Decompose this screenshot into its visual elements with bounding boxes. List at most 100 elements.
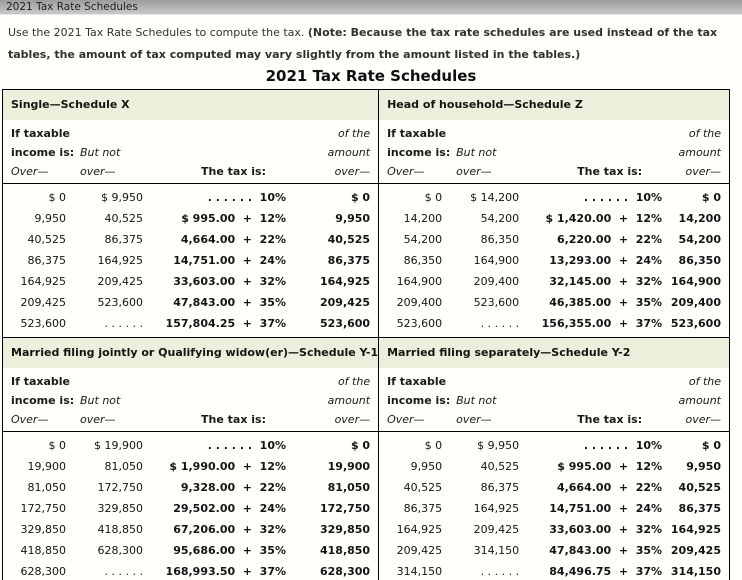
cell-tax-is: . . . . . . 10% [583, 191, 663, 204]
intro-note: (Note: Because the tax rate schedules ar… [8, 26, 718, 61]
cell-but-not-over: 164,925 [473, 502, 520, 515]
tax-bracket-row: $ 0 $ 9,950 . . . . . . 10% $ 0 [379, 435, 729, 456]
header-but-not: But not [456, 394, 497, 407]
tax-bracket-row: 9,950 40,525 $ 995.00 + 12% 9,950 [3, 208, 378, 229]
intro-paragraph: Use the 2021 Tax Rate Schedules to compu… [8, 22, 732, 66]
page-title: 2021 Tax Rate Schedules [265, 67, 477, 85]
header-divider [379, 183, 729, 184]
cell-over: 81,050 [27, 481, 67, 494]
cell-tax-is: . . . . . . 10% [207, 439, 286, 452]
header-over: over— [80, 413, 116, 426]
cell-of-amount-over: 9,950 [686, 460, 721, 473]
tax-bracket-row: 523,600 . . . . . . 156,355.00 + 37% 523,60… [379, 313, 729, 334]
window-title: 2021 Tax Rate Schedules [6, 1, 138, 13]
header-over: over— [80, 165, 116, 178]
header-over: Over— [387, 413, 425, 426]
cell-tax-is: 168,993.50 + 37% [165, 565, 286, 578]
cell-of-amount-over: 40,525 [327, 233, 371, 246]
header-income-is: income is: [387, 394, 451, 407]
tax-bracket-row: 523,600 . . . . . . 157,804.25 + 37% 523,60… [3, 313, 378, 334]
tax-bracket-row: 164,900 209,400 32,145.00 + 32% 164,900 [379, 271, 729, 292]
cell-tax-is: . . . . . . 10% [583, 439, 663, 452]
tax-bracket-row: 329,850 418,850 67,206.00 + 32% 329,850 [3, 519, 378, 540]
schedule-pane-mfs-y2: Married filing separately—Schedule Y-2 I… [379, 338, 729, 580]
header-income-is: income is: [11, 394, 75, 407]
cell-tax-is: 47,843.00 + 35% [173, 296, 286, 309]
cell-but-not-over: 314,150 [473, 544, 520, 557]
schedule-pane-hoh-z: Head of household—Schedule Z If taxable … [379, 90, 729, 338]
header-divider [3, 431, 379, 432]
column-headers: If taxable of the income is: But not amo… [379, 368, 729, 429]
cell-but-not-over: 86,375 [104, 233, 144, 246]
schedule-pane-mfj-y1: Married filing jointly or Qualifying wid… [3, 338, 380, 580]
header-over: over— [685, 165, 721, 178]
cell-of-amount-over: 523,600 [319, 317, 371, 330]
header-of-the: of the [337, 127, 371, 140]
column-headers: If taxable of the income is: But not amo… [3, 368, 378, 429]
cell-over: 86,375 [403, 502, 443, 515]
cell-of-amount-over: 172,750 [319, 502, 371, 515]
cell-but-not-over: . . . . . . [104, 565, 143, 578]
cell-tax-is: 157,804.25 + 37% [165, 317, 286, 330]
cell-tax-is: 47,843.00 + 35% [549, 544, 663, 557]
header-tax-is: The tax is: [201, 165, 266, 178]
cell-but-not-over: $ 14,200 [470, 191, 520, 204]
cell-tax-is: 33,603.00 + 32% [549, 523, 663, 536]
cell-but-not-over: $ 9,950 [477, 439, 520, 452]
cell-of-amount-over: 164,900 [670, 275, 721, 288]
tax-bracket-row: 209,400 523,600 46,385.00 + 35% 209,400 [379, 292, 729, 313]
tax-bracket-row: $ 0 $ 19,900 . . . . . . 10% $ 0 [3, 435, 378, 456]
cell-tax-is: 4,664.00 + 22% [180, 233, 286, 246]
cell-of-amount-over: 314,150 [670, 565, 721, 578]
cell-tax-is: 14,751.00 + 24% [549, 502, 663, 515]
cell-over: 523,600 [20, 317, 67, 330]
cell-but-not-over: 628,300 [97, 544, 144, 557]
tax-bracket-row: 40,525 86,375 4,664.00 + 22% 40,525 [3, 229, 378, 250]
cell-but-not-over: 86,375 [480, 481, 520, 494]
cell-over: 40,525 [403, 481, 443, 494]
header-over: over— [334, 413, 371, 426]
cell-over: 418,850 [20, 544, 67, 557]
cell-of-amount-over: $ 0 [350, 191, 371, 204]
cell-of-amount-over: 523,600 [670, 317, 721, 330]
cell-of-amount-over: 164,925 [670, 523, 721, 536]
cell-tax-is: 4,664.00 + 22% [556, 481, 663, 494]
header-amount: amount [327, 146, 371, 159]
cell-of-amount-over: 164,925 [319, 275, 371, 288]
cell-but-not-over: 209,400 [473, 275, 520, 288]
bracket-rows: $ 0 $ 19,900 . . . . . . 10% $ 0 19,900 81,05… [3, 432, 378, 580]
tax-bracket-row: $ 0 $ 14,200 . . . . . . 10% $ 0 [379, 187, 729, 208]
schedule-title: Married filing separately—Schedule Y-2 [379, 338, 729, 368]
tax-bracket-row: 628,300 . . . . . . 168,993.50 + 37% 628,30… [3, 561, 378, 580]
cell-of-amount-over: 86,375 [327, 254, 371, 267]
cell-but-not-over: 40,525 [480, 460, 520, 473]
cell-tax-is: 33,603.00 + 32% [173, 275, 286, 288]
cell-tax-is: 6,220.00 + 22% [556, 233, 663, 246]
header-if-taxable: If taxable [11, 127, 71, 140]
cell-over: 19,900 [27, 460, 67, 473]
cell-tax-is: 156,355.00 + 37% [541, 317, 663, 330]
cell-over: 164,925 [396, 523, 443, 536]
header-over: Over— [11, 413, 49, 426]
schedule-title: Single—Schedule X [3, 90, 379, 120]
cell-over: 172,750 [20, 502, 67, 515]
cell-of-amount-over: 86,350 [678, 254, 721, 267]
cell-over: 54,200 [403, 233, 443, 246]
schedule-pane-single-x: Single—Schedule X If taxable of the inco… [3, 90, 380, 338]
header-tax-is: The tax is: [201, 413, 266, 426]
cell-over: $ 0 [424, 191, 443, 204]
tax-bracket-row: 14,200 54,200 $ 1,420.00 + 12% 14,200 [379, 208, 729, 229]
bracket-rows: $ 0 $ 14,200 . . . . . . 10% $ 0 14,200 54,20… [379, 184, 729, 337]
cell-of-amount-over: 418,850 [319, 544, 371, 557]
cell-tax-is: $ 1,990.00 + 12% [169, 460, 286, 473]
header-over: over— [456, 413, 492, 426]
tax-bracket-row: 86,350 164,900 13,293.00 + 24% 86,350 [379, 250, 729, 271]
cell-of-amount-over: 209,425 [670, 544, 721, 557]
header-amount: amount [327, 394, 371, 407]
cell-tax-is: $ 995.00 + 12% [557, 460, 663, 473]
cell-of-amount-over: 40,525 [678, 481, 721, 494]
cell-but-not-over: 209,425 [97, 275, 144, 288]
cell-over: 314,150 [396, 565, 443, 578]
cell-over: 14,200 [403, 212, 443, 225]
tax-bracket-row: 164,925 209,425 33,603.00 + 32% 164,925 [3, 271, 378, 292]
